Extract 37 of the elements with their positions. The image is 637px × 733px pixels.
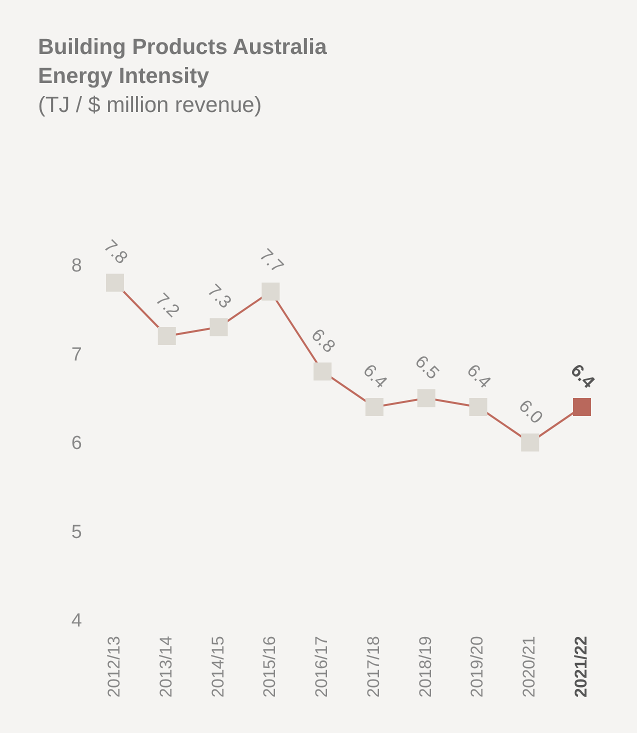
data-label: 6.4 [566,360,599,392]
data-label: 6.4 [359,360,392,392]
point [262,282,280,301]
y-tick-label: 6 [71,433,82,454]
point [365,398,384,416]
point [573,398,591,416]
x-tick-label: 2021/22 [571,636,590,698]
data-label: 6.5 [411,351,444,384]
x-tick-label: 2019/20 [468,636,487,698]
point [417,389,436,408]
data-label: 7.2 [152,289,184,322]
point [210,318,228,336]
x-tick-label: 2017/18 [364,636,383,698]
chart-title: Building Products Australia Energy Intensity [38,33,327,90]
y-tick-label: 8 [71,256,82,277]
point [314,362,332,380]
y-tick-label: 4 [71,610,82,632]
x-tick-label: 2020/21 [520,636,539,698]
x-tick-label: 2016/17 [312,636,332,698]
chart-subtitle: (TJ / $ million revenue) [38,91,263,119]
point [158,327,176,345]
x-tick-label: 2013/14 [156,636,176,698]
point [106,274,124,292]
x-tick-label: 2015/16 [260,636,280,698]
point [521,434,540,452]
x-tick-label: 2018/19 [416,636,435,698]
y-tick-label: 7 [71,344,82,366]
x-tick-label: 2014/15 [208,636,228,698]
data-label: 7.7 [256,244,288,277]
x-tick-label: 2012/13 [104,636,124,698]
data-label: 6.4 [463,360,496,392]
point [469,398,488,416]
data-label: 6.0 [515,396,547,428]
y-tick-label: 5 [71,522,82,543]
data-label: 6.8 [308,324,340,357]
data-label: 7.3 [204,280,236,312]
data-label: 7.8 [100,236,132,268]
